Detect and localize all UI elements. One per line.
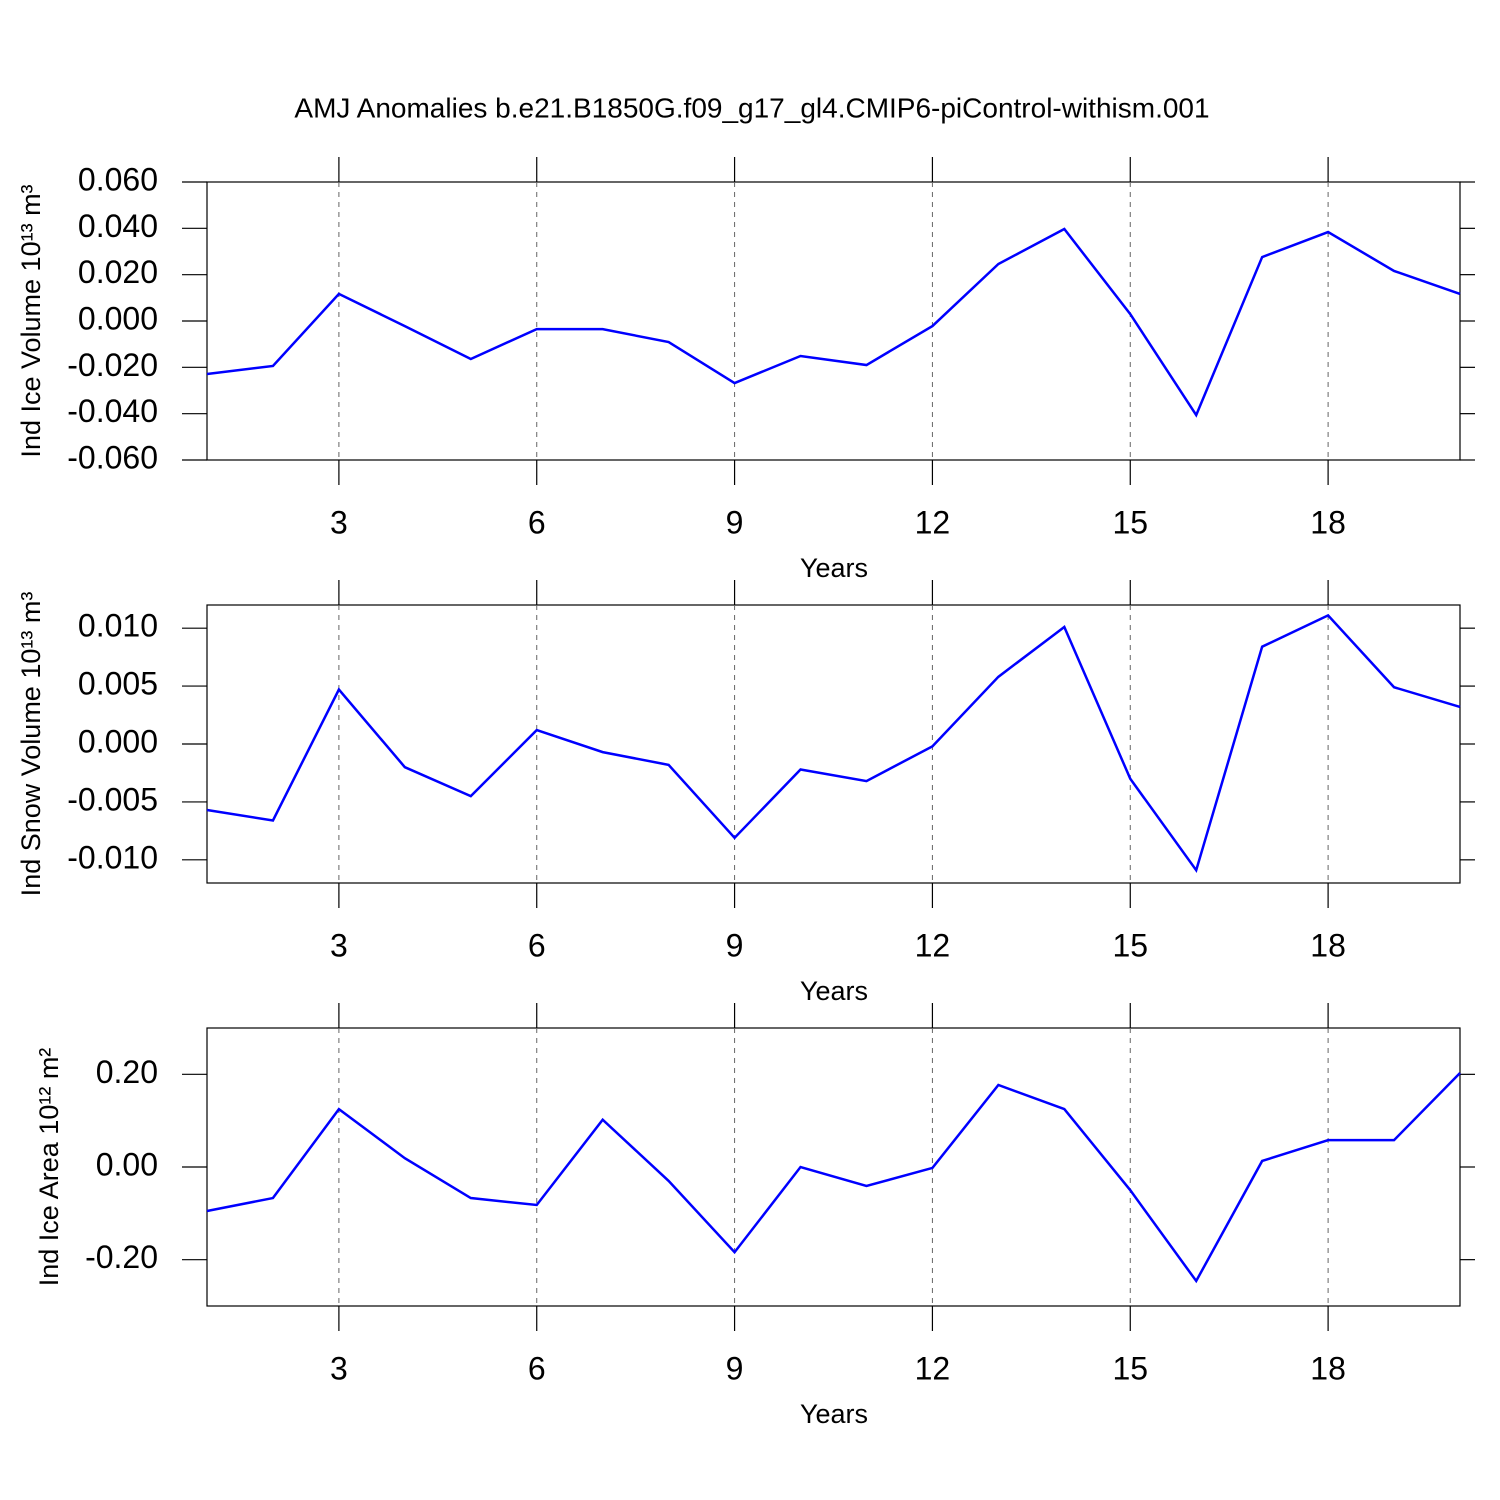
y-axis-label: Ind Snow Volume 10¹³ m³ (16, 592, 46, 897)
x-tick-label: 12 (915, 927, 951, 963)
x-tick-label: 15 (1112, 504, 1148, 540)
data-line (206, 613, 1461, 874)
x-axis-label: Years (800, 976, 868, 1006)
plot-frame (206, 1027, 1461, 1307)
y-axis-label: Ind Ice Volume 10¹³ m³ (16, 184, 46, 457)
y-tick-label: 0.20 (96, 1054, 158, 1090)
x-tick-label: 9 (726, 927, 744, 963)
y-tick-label: 0.00 (96, 1146, 158, 1182)
x-tick-label: 15 (1112, 927, 1148, 963)
x-tick-label: 12 (915, 1350, 951, 1386)
x-tick-label: 6 (528, 504, 546, 540)
figure-title: AMJ Anomalies b.e21.B1850G.f09_g17_gl4.C… (294, 92, 1209, 123)
y-tick-label: -0.005 (67, 781, 158, 817)
y-tick-label: 0.000 (78, 300, 158, 336)
x-tick-label: 18 (1310, 1350, 1346, 1386)
data-line (206, 227, 1461, 418)
y-tick-label: -0.060 (67, 439, 158, 475)
x-tick-label: 6 (528, 927, 546, 963)
x-tick-label: 12 (915, 504, 951, 540)
x-tick-label: 3 (330, 927, 348, 963)
x-tick-label: 15 (1112, 1350, 1148, 1386)
y-tick-label: -0.20 (85, 1239, 158, 1275)
y-tick-label: 0.040 (78, 208, 158, 244)
y-tick-label: -0.010 (67, 839, 158, 875)
y-axis-label: Ind Ice Area 10¹² m² (34, 1048, 64, 1287)
y-tick-label: 0.020 (78, 254, 158, 290)
x-tick-label: 3 (330, 1350, 348, 1386)
x-tick-label: 9 (726, 1350, 744, 1386)
x-tick-label: 18 (1310, 927, 1346, 963)
x-axis-label: Years (800, 1399, 868, 1429)
x-tick-label: 18 (1310, 504, 1346, 540)
y-tick-label: -0.040 (67, 393, 158, 429)
x-tick-label: 9 (726, 504, 744, 540)
y-tick-label: -0.020 (67, 347, 158, 383)
x-tick-label: 6 (528, 1350, 546, 1386)
x-axis-label: Years (800, 553, 868, 583)
y-tick-label: 0.005 (78, 666, 158, 702)
plot-frame (206, 604, 1461, 884)
data-line (206, 1072, 1461, 1284)
x-tick-label: 3 (330, 504, 348, 540)
y-tick-label: 0.010 (78, 608, 158, 644)
y-tick-label: 0.060 (78, 161, 158, 197)
y-tick-label: 0.000 (78, 723, 158, 759)
